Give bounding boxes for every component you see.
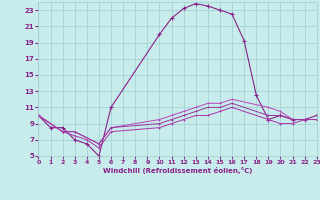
X-axis label: Windchill (Refroidissement éolien,°C): Windchill (Refroidissement éolien,°C)	[103, 167, 252, 174]
